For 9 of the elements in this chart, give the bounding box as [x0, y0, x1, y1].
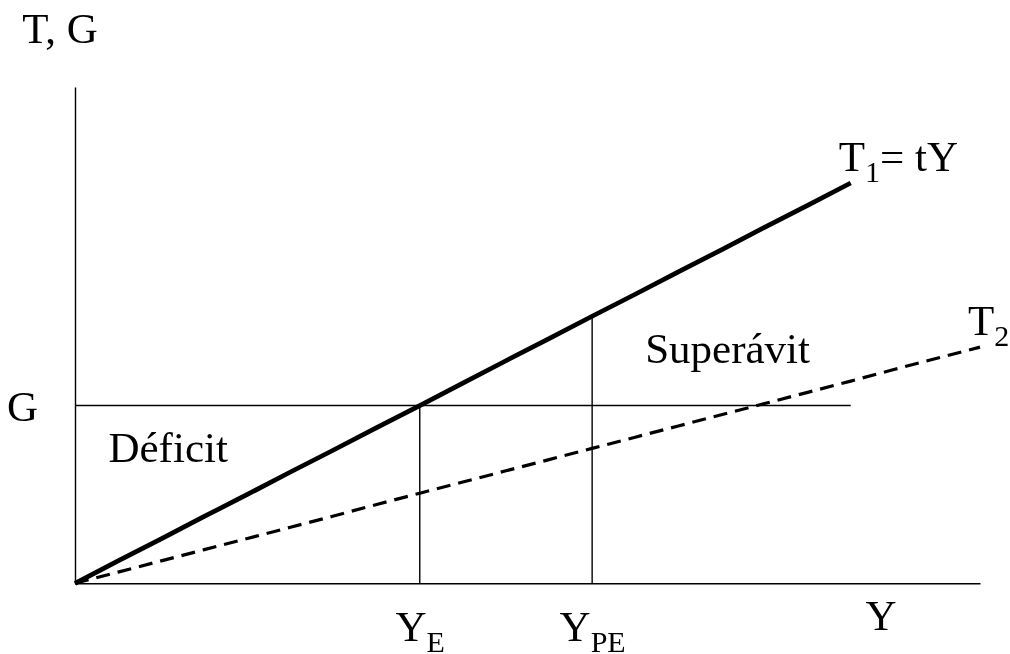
annotation: Superávit — [645, 324, 810, 372]
series-label: T$_{1}$= tY — [838, 132, 959, 188]
annotation: Déficit — [108, 423, 228, 471]
x-tick-label: Y$_{E}$ — [395, 602, 445, 654]
series-label: G — [6, 382, 38, 430]
x-axis-title: Y — [865, 592, 897, 640]
x-tick-label: Y$_{PE}$ — [559, 602, 626, 654]
y-axis-title: T, G — [22, 4, 98, 52]
series-label: T$_{2}$ — [968, 297, 1010, 353]
